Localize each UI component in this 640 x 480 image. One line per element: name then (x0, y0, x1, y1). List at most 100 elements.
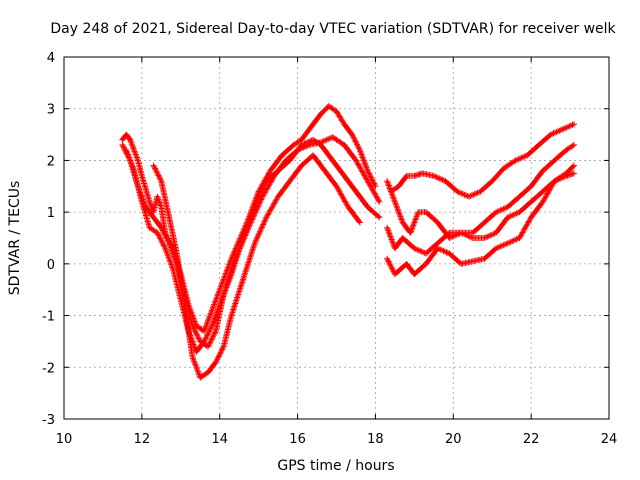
data-point (530, 185, 532, 188)
data-point (359, 195, 361, 198)
data-point (359, 149, 361, 151)
y-axis: -3 -2 -1 0 1 2 3 4 (42, 51, 609, 428)
data-point (207, 345, 209, 348)
data-point (121, 144, 124, 146)
data-point (483, 221, 486, 224)
data-point (397, 185, 400, 188)
series-markers (119, 134, 383, 350)
data-point (506, 242, 509, 244)
data-point (203, 330, 205, 332)
data-point (253, 242, 256, 244)
data-point (394, 201, 396, 203)
data-point (530, 201, 532, 203)
grid (64, 57, 609, 419)
data-point (405, 263, 408, 265)
plot-frame (63, 56, 610, 420)
data-point (300, 144, 303, 146)
data-point (460, 232, 462, 234)
x-tick-label: 24 (601, 432, 618, 447)
data-point (160, 226, 163, 229)
data-point (230, 314, 233, 317)
data-point (199, 340, 202, 343)
x-axis: 10 12 14 16 18 20 22 24 (56, 57, 618, 447)
data-point (141, 175, 143, 177)
data-point (483, 257, 486, 260)
data-point (269, 169, 272, 172)
x-tick-label: 18 (367, 432, 384, 447)
data-point (436, 221, 439, 224)
data-point (222, 345, 225, 348)
data-point (468, 195, 470, 198)
data-point (265, 180, 268, 182)
data-point (191, 325, 194, 327)
data-point (172, 268, 174, 270)
data-point (448, 237, 451, 239)
data-point (378, 201, 381, 203)
data-point (312, 154, 314, 157)
data-point (211, 325, 213, 327)
data-point (456, 190, 458, 193)
data-point (312, 138, 314, 141)
data-point (218, 304, 221, 307)
data-point (394, 247, 396, 250)
data-point (483, 237, 486, 239)
data-point (141, 201, 143, 203)
data-point (386, 226, 388, 229)
data-point (425, 263, 427, 265)
data-point (542, 190, 544, 193)
data-point (327, 105, 330, 107)
x-tick-label: 14 (211, 432, 228, 447)
data-point (156, 232, 159, 234)
data-point (530, 216, 532, 219)
data-points (119, 103, 577, 381)
data-point (565, 149, 567, 151)
data-point (335, 110, 338, 113)
data-point (561, 128, 564, 131)
data-point (394, 273, 396, 276)
data-point (137, 159, 139, 162)
data-point (444, 180, 447, 182)
data-point (495, 247, 497, 250)
y-axis-label: SDTVAR / TECUs (7, 181, 23, 296)
data-point (343, 123, 346, 126)
data-point (413, 247, 416, 250)
series-track-b (119, 134, 383, 350)
data-point (460, 263, 462, 265)
data-point (335, 164, 338, 167)
data-point (425, 211, 427, 213)
data-point (242, 278, 244, 281)
data-point (281, 154, 283, 157)
data-point (331, 136, 334, 138)
data-point (413, 273, 416, 276)
data-point (152, 216, 155, 219)
data-point (156, 195, 159, 198)
data-point (343, 175, 346, 177)
y-tick-label: 1 (47, 206, 55, 221)
data-point (351, 185, 353, 188)
series-track-a (119, 103, 379, 335)
data-point (436, 247, 439, 250)
data-point (436, 242, 439, 244)
data-point (409, 232, 412, 234)
data-point (366, 206, 369, 208)
data-point (514, 159, 517, 162)
data-point (366, 180, 369, 182)
data-point (288, 159, 291, 162)
data-point (366, 169, 369, 172)
data-point (386, 180, 388, 182)
data-point (413, 175, 416, 177)
data-point (506, 216, 509, 219)
data-point (199, 376, 202, 379)
data-point (253, 206, 256, 208)
data-point (218, 288, 221, 291)
data-point (148, 201, 151, 203)
data-point (230, 273, 233, 276)
data-point (549, 133, 552, 136)
data-point (168, 216, 170, 219)
data-point (324, 169, 326, 172)
data-point (503, 167, 505, 169)
data-point (448, 232, 451, 234)
data-point (152, 211, 155, 213)
data-point (160, 206, 163, 208)
